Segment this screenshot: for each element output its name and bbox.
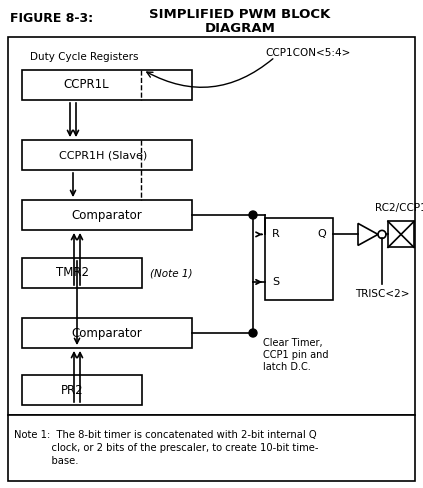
Text: DIAGRAM: DIAGRAM [205,22,275,35]
Text: CCPR1L: CCPR1L [64,79,110,92]
Text: Clear Timer,: Clear Timer, [263,338,323,348]
Text: CCP1CON<5:4>: CCP1CON<5:4> [265,48,350,58]
Text: Comparator: Comparator [71,326,143,340]
Text: TMR2: TMR2 [56,266,89,280]
Circle shape [249,211,257,219]
Bar [8,37,415,415]
Bar [22,318,192,348]
Text: Note 1:  The 8-bit timer is concatenated with 2-bit internal Q: Note 1: The 8-bit timer is concatenated … [14,430,317,440]
Bar [8,415,415,481]
Text: CCPR1H (Slave): CCPR1H (Slave) [60,150,148,160]
Text: S: S [272,277,279,287]
Text: FIGURE 8-3:: FIGURE 8-3: [10,12,93,25]
Text: Duty Cycle Registers: Duty Cycle Registers [30,52,138,62]
Text: (Note 1): (Note 1) [150,268,192,278]
Text: RC2/CCP1: RC2/CCP1 [375,203,423,213]
Text: base.: base. [14,456,79,466]
Text: PR2: PR2 [61,384,84,396]
Text: Q: Q [317,229,326,240]
Text: SIMPLIFIED PWM BLOCK: SIMPLIFIED PWM BLOCK [149,8,331,21]
Bar [388,222,414,247]
Bar [22,375,142,405]
Bar [22,140,192,170]
Text: R: R [272,229,280,240]
Bar [22,258,142,288]
Text: TRISC<2>: TRISC<2> [355,289,409,300]
Bar [22,70,192,100]
Bar [265,218,333,300]
Text: CCP1 pin and: CCP1 pin and [263,350,329,360]
Circle shape [249,329,257,337]
Text: latch D.C.: latch D.C. [263,362,311,372]
Text: Comparator: Comparator [71,208,143,222]
Text: clock, or 2 bits of the prescaler, to create 10-bit time-: clock, or 2 bits of the prescaler, to cr… [14,443,319,453]
Bar [22,200,192,230]
